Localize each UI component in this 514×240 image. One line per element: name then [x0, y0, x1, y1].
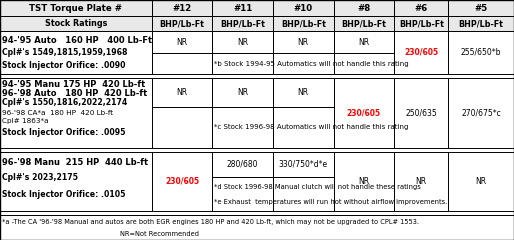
- Bar: [394, 0, 448, 16]
- Bar: [152, 16, 212, 31]
- Bar: [212, 107, 273, 148]
- Bar: [152, 151, 212, 211]
- Text: Stock Injector Orifice: .0090: Stock Injector Orifice: .0090: [2, 61, 125, 70]
- Text: BHP/Lb-Ft: BHP/Lb-Ft: [458, 19, 504, 28]
- Text: *a -The CA '96-'98 Manual and autos are both EGR engines 180 HP and 420 Lb-ft, w: *a -The CA '96-'98 Manual and autos are …: [2, 219, 419, 225]
- Bar: [394, 78, 448, 148]
- Text: #10: #10: [293, 4, 313, 13]
- Text: Stock Injector Orifice: .0095: Stock Injector Orifice: .0095: [2, 128, 125, 137]
- Bar: [212, 0, 273, 16]
- Bar: [334, 16, 394, 31]
- Text: NR: NR: [237, 38, 248, 47]
- Text: Stock Injector Orifice: .0105: Stock Injector Orifice: .0105: [2, 190, 125, 199]
- Text: BHP/Lb-Ft: BHP/Lb-Ft: [399, 19, 444, 28]
- Bar: [448, 31, 514, 74]
- Bar: [152, 31, 212, 53]
- Bar: [273, 78, 334, 107]
- Text: 330/750*d*e: 330/750*d*e: [279, 160, 328, 169]
- Text: NR: NR: [298, 88, 309, 97]
- Bar: [394, 151, 448, 211]
- Bar: [212, 53, 273, 74]
- Text: NR=Not Recommended: NR=Not Recommended: [120, 231, 199, 237]
- Bar: [212, 151, 273, 177]
- Text: NR: NR: [237, 88, 248, 97]
- Text: 94-'95 Manu 175 HP  420 Lb-ft: 94-'95 Manu 175 HP 420 Lb-ft: [2, 80, 145, 89]
- Bar: [0, 16, 152, 31]
- Bar: [0, 31, 152, 74]
- Text: NR: NR: [358, 177, 370, 186]
- Bar: [273, 0, 334, 16]
- Text: 280/680: 280/680: [227, 160, 259, 169]
- Bar: [448, 0, 514, 16]
- Text: #6: #6: [415, 4, 428, 13]
- Bar: [394, 31, 448, 74]
- Bar: [273, 31, 334, 53]
- Text: Cpl#'s 2023,2175: Cpl#'s 2023,2175: [2, 173, 78, 182]
- Text: 96-'98 CA*a  180 HP  420 Lb-ft: 96-'98 CA*a 180 HP 420 Lb-ft: [2, 110, 113, 116]
- Text: NR: NR: [358, 38, 370, 47]
- Text: #5: #5: [474, 4, 488, 13]
- Bar: [273, 107, 334, 148]
- Bar: [152, 53, 212, 74]
- Bar: [448, 78, 514, 148]
- Bar: [0, 151, 152, 211]
- Text: *e Exhaust  temperatures will run hot without airflow improvements.: *e Exhaust temperatures will run hot wit…: [214, 199, 448, 205]
- Bar: [152, 78, 212, 107]
- Text: 96-'98 Auto   180 HP  420 Lb-ft: 96-'98 Auto 180 HP 420 Lb-ft: [2, 89, 148, 98]
- Text: #8: #8: [357, 4, 371, 13]
- Bar: [0, 215, 514, 240]
- Text: *b Stock 1994-95 Automatics will not handle this rating: *b Stock 1994-95 Automatics will not han…: [214, 60, 409, 66]
- Text: 230/605: 230/605: [347, 108, 381, 117]
- Text: 255/650*b: 255/650*b: [461, 48, 501, 57]
- Bar: [334, 53, 394, 74]
- Bar: [334, 151, 394, 211]
- Bar: [152, 107, 212, 148]
- Bar: [0, 78, 152, 148]
- Text: #11: #11: [233, 4, 252, 13]
- Bar: [448, 16, 514, 31]
- Text: *d Stock 1996-98 Manual clutch will not handle these ratings: *d Stock 1996-98 Manual clutch will not …: [214, 184, 421, 190]
- Text: Cpl# 1863*a: Cpl# 1863*a: [2, 118, 48, 124]
- Text: 96-'98 Manu  215 HP  440 Lb-ft: 96-'98 Manu 215 HP 440 Lb-ft: [2, 158, 148, 167]
- Text: NR: NR: [176, 88, 188, 97]
- Bar: [394, 16, 448, 31]
- Text: BHP/Lb-Ft: BHP/Lb-Ft: [220, 19, 265, 28]
- Text: 94-'95 Auto   160 HP   400 Lb-Ft: 94-'95 Auto 160 HP 400 Lb-Ft: [2, 36, 152, 45]
- Bar: [334, 0, 394, 16]
- Bar: [334, 31, 394, 53]
- Text: BHP/Lb-Ft: BHP/Lb-Ft: [281, 19, 326, 28]
- Text: 230/605: 230/605: [404, 48, 438, 57]
- Text: BHP/Lb-Ft: BHP/Lb-Ft: [341, 19, 387, 28]
- Text: TST Torque Plate #: TST Torque Plate #: [29, 4, 122, 13]
- Text: BHP/Lb-Ft: BHP/Lb-Ft: [159, 19, 205, 28]
- Text: 250/635: 250/635: [406, 108, 437, 117]
- Bar: [334, 78, 394, 148]
- Text: Cpl#'s 1549,1815,1959,1968: Cpl#'s 1549,1815,1959,1968: [2, 48, 127, 57]
- Text: Cpl#'s 1550,1816,2022,2174: Cpl#'s 1550,1816,2022,2174: [2, 98, 127, 107]
- Text: Stock Ratings: Stock Ratings: [45, 19, 107, 28]
- Text: NR: NR: [475, 177, 487, 186]
- Bar: [152, 0, 212, 16]
- Text: 270/675*c: 270/675*c: [461, 108, 501, 117]
- Text: NR: NR: [176, 38, 188, 47]
- Text: NR: NR: [298, 38, 309, 47]
- Bar: [212, 16, 273, 31]
- Bar: [273, 177, 334, 211]
- Bar: [0, 0, 152, 16]
- Bar: [448, 151, 514, 211]
- Bar: [212, 177, 273, 211]
- Text: NR: NR: [416, 177, 427, 186]
- Bar: [212, 31, 273, 53]
- Text: #12: #12: [172, 4, 192, 13]
- Bar: [273, 53, 334, 74]
- Text: *c Stock 1996-98 Automatics will not handle this rating: *c Stock 1996-98 Automatics will not han…: [214, 124, 409, 130]
- Bar: [212, 78, 273, 107]
- Text: 230/605: 230/605: [165, 177, 199, 186]
- Bar: [273, 16, 334, 31]
- Bar: [273, 151, 334, 177]
